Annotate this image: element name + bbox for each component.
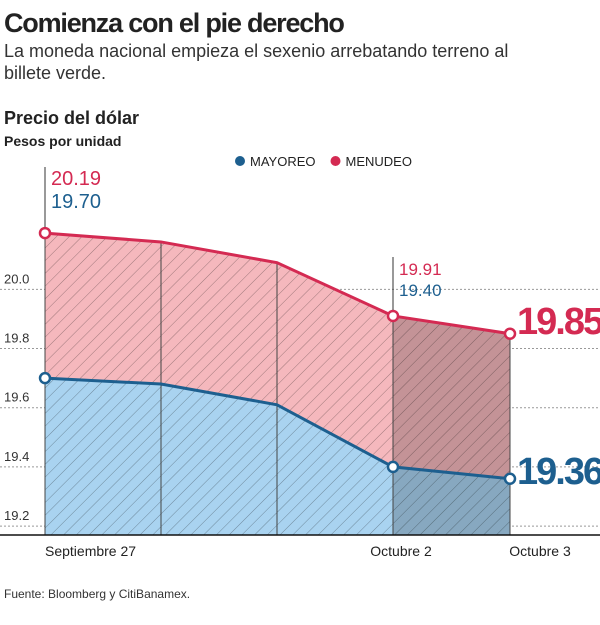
x-tick-label: Octubre 2 <box>370 543 432 559</box>
point <box>38 226 52 240</box>
line <box>44 376 511 481</box>
legend-marker <box>235 156 245 166</box>
y-tick-label: 20.0 <box>4 271 29 286</box>
chart-title: Precio del dólar <box>4 108 139 128</box>
line <box>44 231 511 336</box>
point <box>503 327 517 340</box>
value-label: 19.91 <box>399 260 442 279</box>
x-tick-label: Octubre 3 <box>509 543 571 559</box>
legend-label: MAYOREO <box>250 154 316 169</box>
value-label: 20.19 <box>51 168 101 190</box>
source: Fuente: Bloomberg y CitiBanamex. <box>4 587 190 601</box>
highlight <box>393 315 510 535</box>
x-tick-label: Septiembre 27 <box>45 543 136 559</box>
y-tick-label: 19.2 <box>4 508 29 523</box>
value-label: 19.36 <box>517 451 600 493</box>
point <box>503 472 517 486</box>
y-tick-label: 19.4 <box>4 449 29 464</box>
subtitle: La moneda nacional empieza el sexenio ar… <box>4 41 509 83</box>
y-tick-label: 19.6 <box>4 390 29 405</box>
value-label: 19.85 <box>517 301 600 343</box>
value-label: 19.70 <box>51 191 101 213</box>
point <box>38 371 52 385</box>
title: Comienza con el pie derecho <box>4 8 344 38</box>
point <box>386 309 400 323</box>
legend-label: MENUDEO <box>346 154 412 169</box>
legend-marker <box>330 156 341 166</box>
point <box>386 460 400 474</box>
subtitle-box: La moneda nacional empieza el sexenio ar… <box>4 41 509 83</box>
value-label: 19.40 <box>399 281 442 300</box>
y-label: Pesos por unidad <box>4 133 121 149</box>
y-tick-label: 19.8 <box>4 331 29 346</box>
